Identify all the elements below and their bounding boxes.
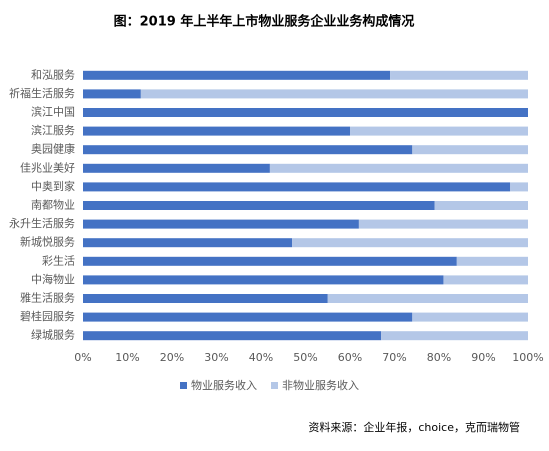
bar-segment — [292, 238, 528, 248]
y-tick-label: 新城悦服务 — [20, 235, 75, 249]
x-tick-label: 60% — [338, 351, 362, 364]
legend-swatch — [180, 382, 187, 389]
bar-segment — [327, 294, 528, 303]
bar-segment — [83, 70, 391, 80]
bar-segment — [83, 331, 382, 341]
bar-segment — [83, 89, 141, 99]
bar-segment — [83, 294, 328, 303]
y-tick-label: 中海物业 — [31, 272, 75, 286]
bar-segment — [83, 238, 293, 248]
x-tick-label: 20% — [160, 351, 184, 364]
bar-segment — [83, 312, 413, 322]
legend-label: 物业服务收入 — [191, 378, 257, 392]
x-tick-label: 0% — [74, 351, 91, 364]
bar-segment — [83, 256, 457, 266]
bar-segment — [83, 275, 444, 285]
y-tick-label: 永升生活服务 — [9, 216, 75, 230]
y-tick-label: 彩生活 — [42, 253, 75, 267]
bar-segment — [412, 145, 528, 155]
bar-segment — [390, 70, 528, 80]
bar-segment — [83, 108, 528, 117]
y-tick-label: 祈福生活服务 — [9, 86, 75, 100]
source-note: 资料来源：企业年报，choice，克而瑞物管 — [308, 420, 520, 434]
bar-segment — [269, 163, 528, 173]
y-tick-label: 绿城服务 — [31, 328, 75, 342]
y-tick-label: 佳兆业美好 — [20, 160, 75, 174]
bar-segment — [350, 126, 528, 136]
x-tick-label: 70% — [382, 351, 406, 364]
bar-segment — [510, 182, 528, 192]
bar-segment — [83, 182, 511, 192]
bar-segment — [83, 163, 270, 173]
x-tick-label: 80% — [427, 351, 451, 364]
y-tick-label: 碧桂园服务 — [20, 309, 75, 323]
x-tick-label: 10% — [115, 351, 139, 364]
legend-swatch — [271, 382, 278, 389]
x-tick-label: 90% — [471, 351, 495, 364]
y-tick-label: 中奥到家 — [31, 179, 75, 193]
y-tick-label: 滨江中国 — [31, 105, 75, 119]
bar-segment — [83, 145, 413, 155]
bar-segment — [83, 219, 359, 229]
x-tick-label: 50% — [293, 351, 317, 364]
bar-segment — [434, 201, 528, 210]
bar-segment — [140, 89, 528, 99]
bar-segment — [456, 256, 528, 266]
bar-segment — [83, 201, 435, 210]
y-tick-label: 南都物业 — [31, 198, 75, 212]
bar-segment — [443, 275, 528, 285]
y-tick-label: 滨江服务 — [31, 123, 75, 137]
x-tick-label: 30% — [204, 351, 228, 364]
bar-segment — [358, 219, 528, 229]
x-tick-label: 40% — [249, 351, 273, 364]
bar-segment — [381, 331, 528, 341]
chart-title: 图：2019 年上半年上市物业服务企业业务构成情况 — [114, 14, 415, 30]
legend-label: 非物业服务收入 — [282, 378, 359, 392]
y-tick-label: 奥园健康 — [31, 142, 75, 156]
bar-segment — [412, 312, 528, 322]
bar-segment — [83, 126, 350, 136]
y-tick-label: 雅生活服务 — [20, 291, 75, 305]
x-tick-label: 100% — [512, 351, 543, 364]
y-tick-label: 和泓服务 — [31, 67, 75, 81]
